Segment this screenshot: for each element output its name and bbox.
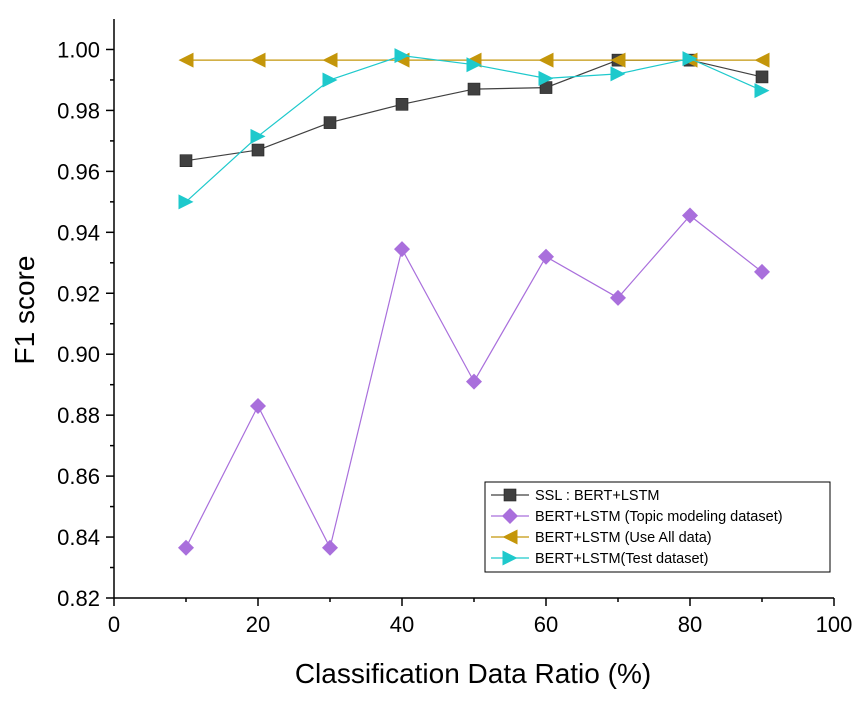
data-point bbox=[394, 48, 410, 64]
y-tick-label: 0.90 bbox=[57, 342, 100, 367]
data-point bbox=[682, 51, 698, 67]
series-line bbox=[185, 59, 763, 162]
x-tick-label: 20 bbox=[246, 612, 270, 637]
x-tick-label: 60 bbox=[534, 612, 558, 637]
y-tick-label: 0.86 bbox=[57, 464, 100, 489]
y-tick-label: 1.00 bbox=[57, 37, 100, 62]
axes: 0 20 40 60 80 100 0.82 0.84 0.86 0.88 0.90 0.92 0.94… bbox=[57, 19, 852, 637]
legend-item: BERT+LSTM (Topic modeling dataset) bbox=[491, 508, 783, 525]
data-point bbox=[755, 70, 769, 84]
x-tick-label: 80 bbox=[678, 612, 702, 637]
data-point bbox=[754, 83, 770, 99]
legend-item: BERT+LSTM(Test dataset) bbox=[491, 550, 708, 567]
legend-box bbox=[484, 481, 831, 573]
data-point bbox=[395, 98, 409, 111]
series-1 bbox=[179, 53, 769, 168]
x-tick-label: 40 bbox=[390, 612, 414, 637]
data-point bbox=[466, 373, 482, 390]
data-point bbox=[466, 57, 482, 73]
y-tick-label: 0.82 bbox=[57, 586, 100, 611]
y-tick-label: 0.88 bbox=[57, 403, 100, 428]
legend-marker bbox=[503, 488, 517, 502]
data-point bbox=[394, 241, 410, 258]
data-point bbox=[682, 207, 698, 224]
data-point bbox=[251, 143, 265, 157]
y-tick-label: 0.96 bbox=[57, 159, 100, 184]
y-tick-label: 0.84 bbox=[57, 525, 100, 550]
data-point bbox=[179, 154, 193, 168]
legend-marker bbox=[502, 508, 518, 524]
data-point bbox=[322, 72, 338, 88]
data-point bbox=[178, 539, 194, 556]
series-4 bbox=[178, 48, 770, 210]
series-line bbox=[185, 54, 763, 203]
y-tick-label: 0.92 bbox=[57, 281, 100, 306]
data-point bbox=[178, 52, 194, 68]
x-axis-label: Classification Data Ratio (%) bbox=[295, 658, 651, 689]
data-point bbox=[754, 52, 770, 68]
y-tick-label: 0.94 bbox=[57, 220, 100, 245]
data-point bbox=[538, 52, 554, 68]
data-point bbox=[250, 128, 266, 144]
data-point bbox=[250, 52, 266, 68]
data-point bbox=[323, 116, 337, 129]
series-group bbox=[178, 48, 770, 556]
data-point bbox=[538, 248, 554, 265]
data-point bbox=[538, 70, 554, 86]
data-point bbox=[178, 194, 194, 210]
legend-label: BERT+LSTM(Test dataset) bbox=[535, 551, 708, 567]
data-point bbox=[322, 52, 338, 68]
legend-label: BERT+LSTM (Use All data) bbox=[535, 530, 712, 546]
data-point bbox=[754, 263, 770, 280]
y-tick-label: 0.98 bbox=[57, 98, 100, 123]
legend-item: BERT+LSTM (Use All data) bbox=[491, 529, 712, 546]
legend-label: BERT+LSTM (Topic modeling dataset) bbox=[535, 509, 783, 525]
data-point bbox=[467, 82, 481, 96]
legend-marker bbox=[502, 529, 518, 545]
data-point bbox=[250, 398, 266, 415]
x-tick-label: 0 bbox=[108, 612, 120, 637]
legend-marker bbox=[502, 550, 518, 566]
y-axis-label: F1 score bbox=[9, 256, 40, 365]
legend-label: SSL : BERT+LSTM bbox=[535, 488, 660, 504]
x-tick-label: 100 bbox=[816, 612, 853, 637]
data-point bbox=[322, 539, 338, 556]
series-2 bbox=[178, 207, 770, 556]
legend-item: SSL : BERT+LSTM bbox=[491, 488, 660, 504]
legend: SSL : BERT+LSTM BERT+LSTM (Topic modeling… bbox=[484, 481, 831, 573]
data-point bbox=[610, 52, 626, 68]
data-point bbox=[610, 66, 626, 82]
data-point bbox=[610, 289, 626, 306]
